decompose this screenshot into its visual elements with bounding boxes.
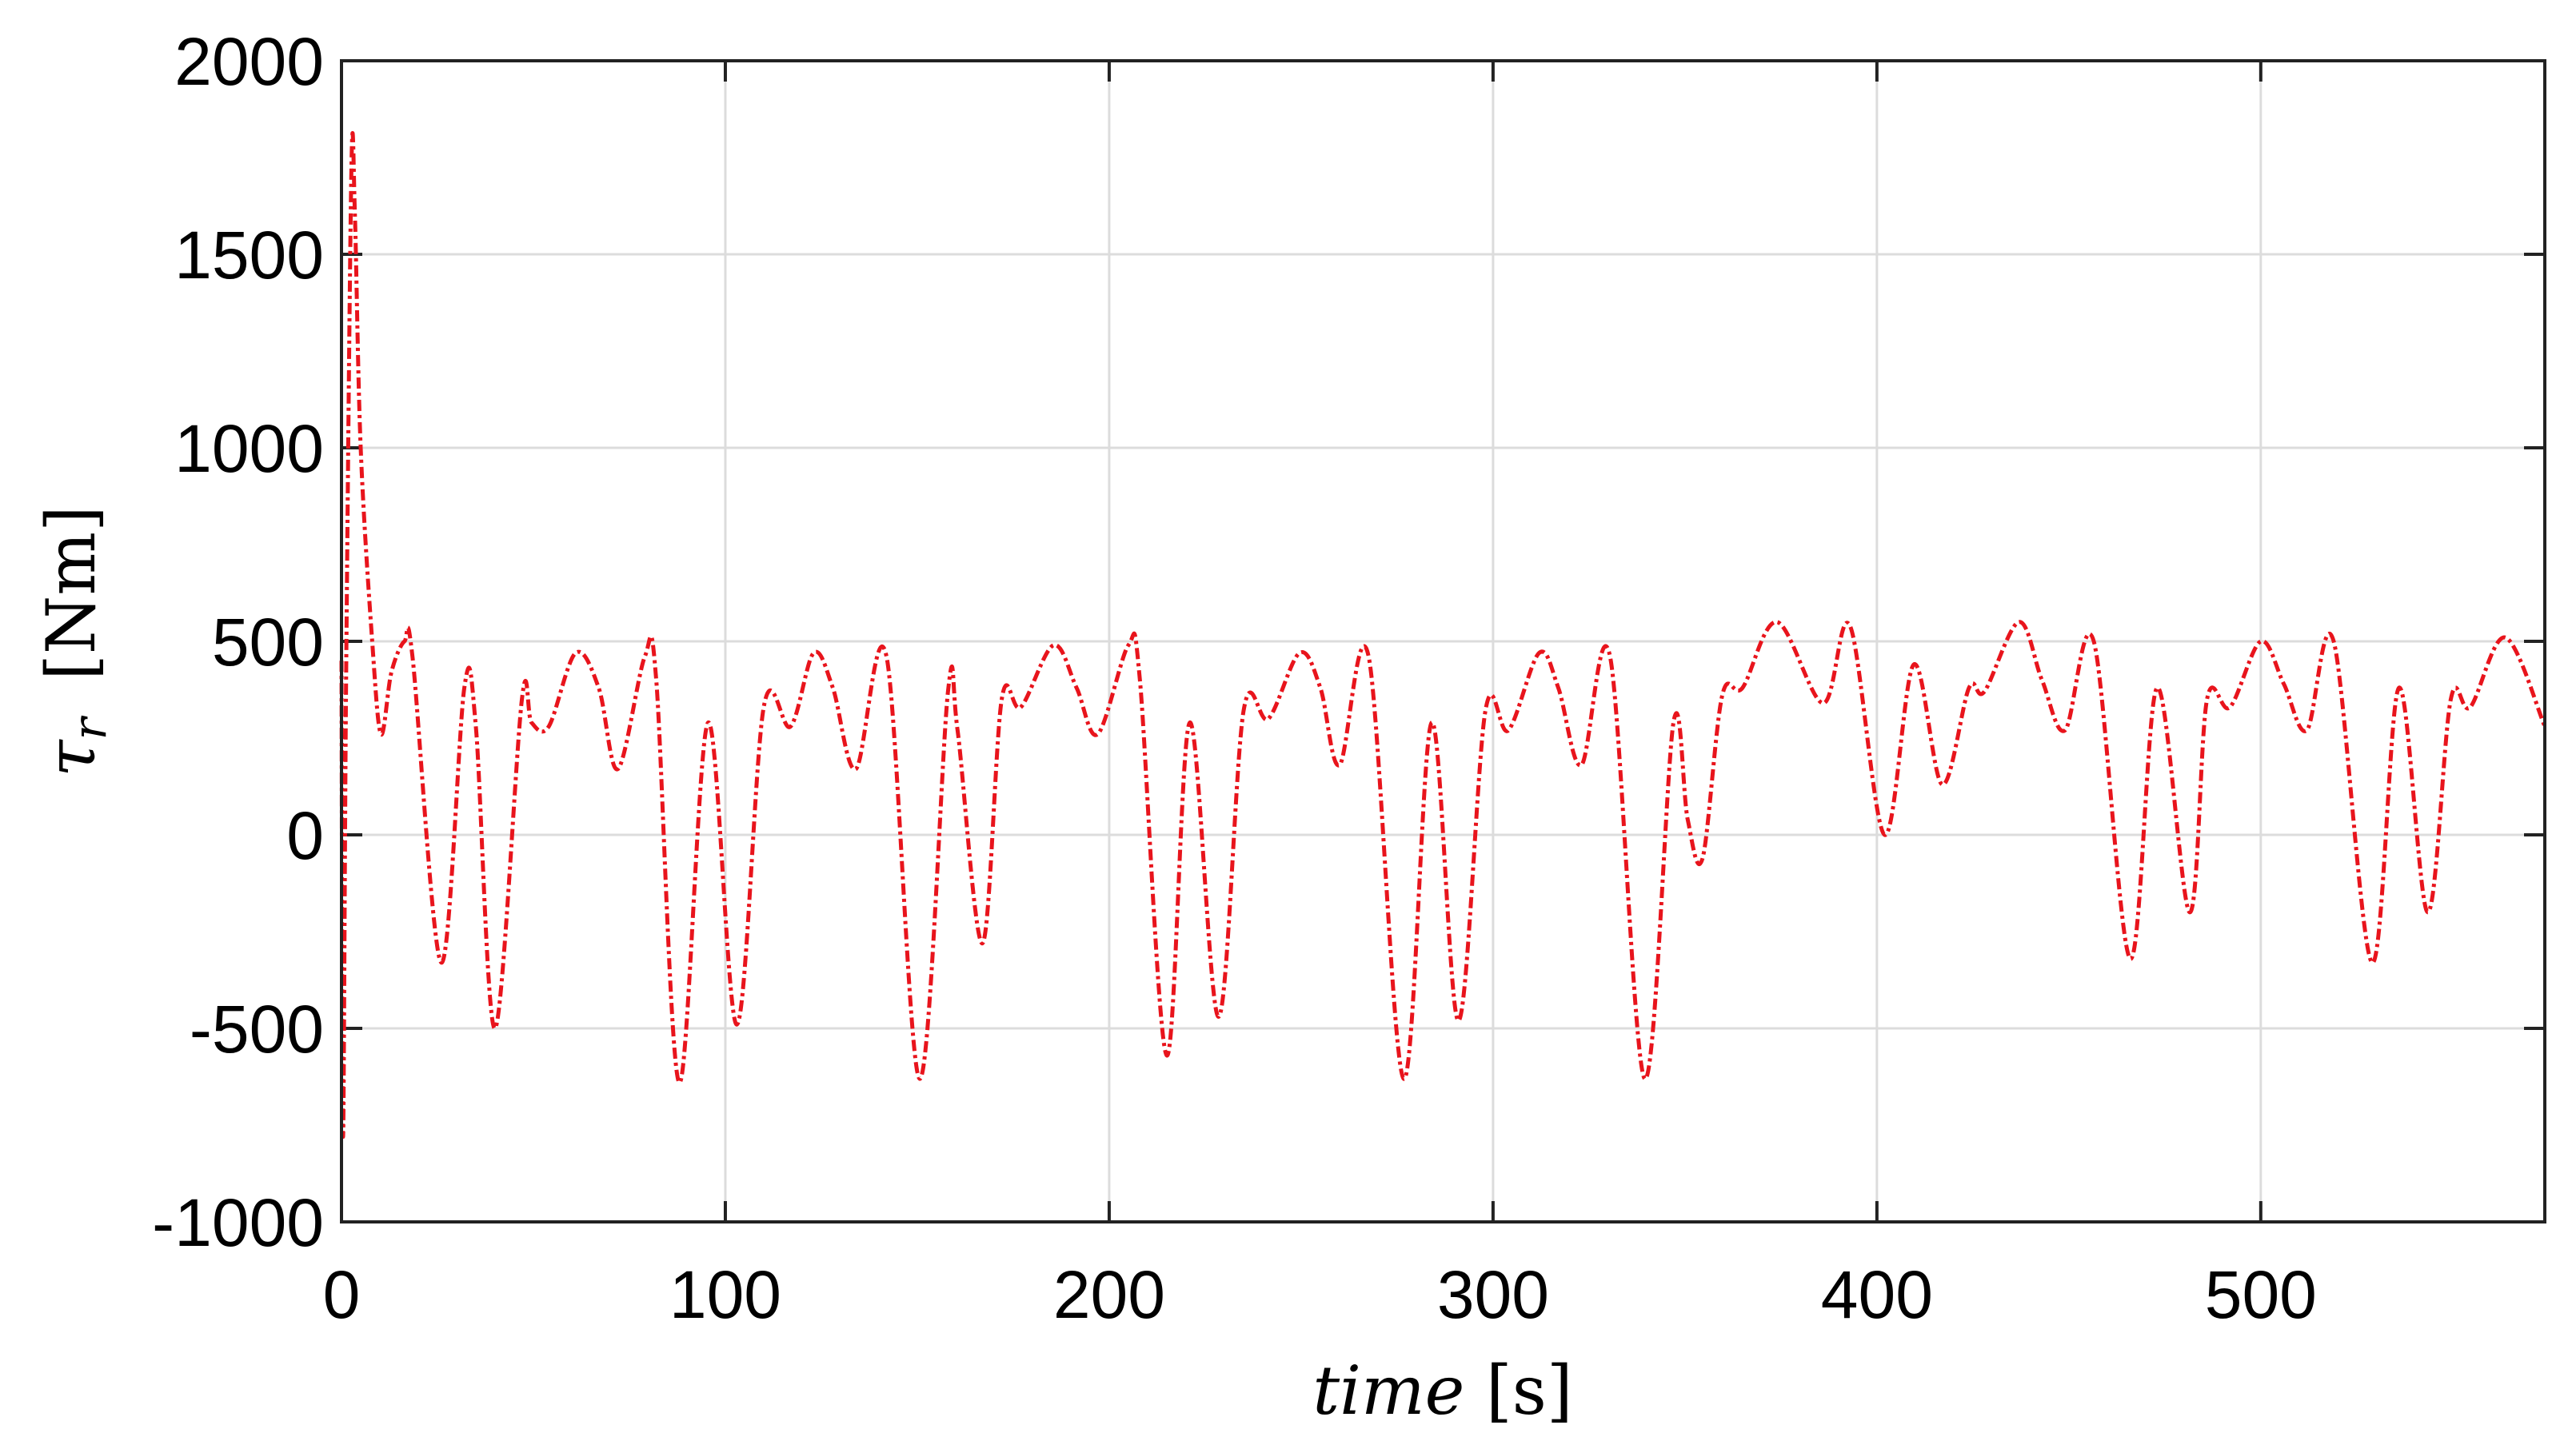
y-tick-labels: -1000 -500 0 500 1000 1500 2000 [152,24,324,1260]
series-layer [339,130,2547,1140]
x-axis-label: time [s] [1312,1351,1572,1430]
grid-lines [340,59,2545,1223]
x-tick-label: 100 [669,1257,781,1332]
x-axis-label-var: time [1312,1351,1464,1430]
x-axis-label-unit: [s] [1486,1351,1573,1430]
y-tick-label: -500 [190,992,324,1067]
x-tick-label: 500 [2205,1257,2317,1332]
x-tick-label: 300 [1437,1257,1549,1332]
plot-frame [340,59,2546,1223]
y-tick-label: -1000 [152,1185,324,1260]
x-tick-label: 200 [1053,1257,1165,1332]
series-line [339,130,2547,1140]
x-tick-label: 400 [1821,1257,1933,1332]
y-tick-label: 1000 [174,411,324,486]
y-tick-label: 2000 [174,24,324,99]
x-tick-label: 0 [323,1257,361,1332]
y-axis-label-unit: [Nm] [32,505,110,681]
y-tick-label: 500 [212,605,324,680]
y-axis-label-sub: r [62,715,117,740]
y-axis-label: τr [Nm] [32,505,122,777]
y-tick-label: 1500 [174,218,324,293]
x-tick-labels: 0 100 200 300 400 500 [323,1257,2317,1332]
y-tick-label: 0 [286,798,324,873]
y-axis-label-var: τ [32,739,110,777]
